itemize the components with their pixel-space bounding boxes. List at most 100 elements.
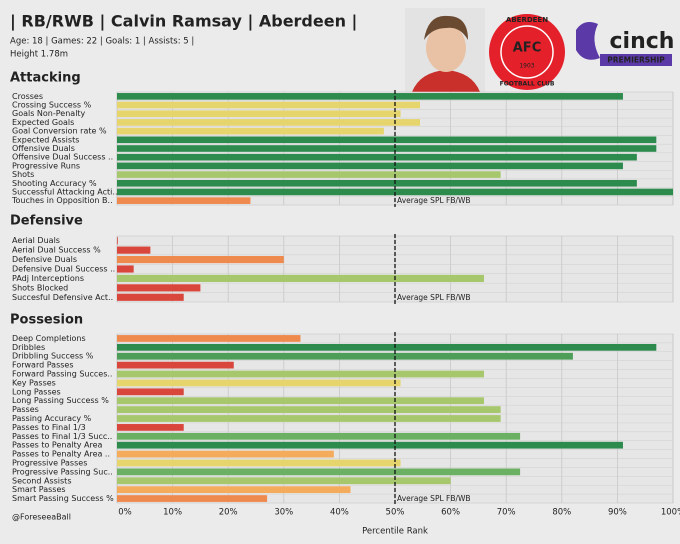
bar bbox=[117, 486, 351, 494]
bar bbox=[117, 343, 657, 351]
detail: Height 1.78m bbox=[10, 50, 68, 60]
bar bbox=[117, 274, 484, 283]
category-label: Crosses bbox=[12, 92, 43, 101]
bar bbox=[117, 162, 623, 170]
category-label: Smart Passes bbox=[12, 485, 66, 494]
bar bbox=[117, 406, 501, 413]
category-label: Shots bbox=[12, 170, 34, 179]
bar bbox=[117, 450, 334, 458]
club-initials: AFC bbox=[513, 41, 541, 56]
bar bbox=[117, 119, 421, 126]
bar bbox=[117, 293, 184, 301]
bar bbox=[117, 197, 251, 204]
club-sub: FOOTBALL CLUB bbox=[500, 81, 555, 88]
category-label: Dribbling Success % bbox=[12, 352, 94, 361]
bar bbox=[117, 361, 234, 369]
category-label: Key Passes bbox=[12, 378, 56, 387]
bar bbox=[117, 495, 268, 502]
bar bbox=[117, 153, 637, 161]
category-label: Defensive Dual Success .. bbox=[12, 265, 115, 274]
category-label: Passing Accuracy % bbox=[12, 414, 92, 423]
category-label: Passes to Penalty Area .. bbox=[12, 450, 110, 459]
title: | RB/RWB | Calvin Ramsay | Aberdeen | bbox=[10, 12, 357, 32]
category-label: Touches in Opposition B.. bbox=[11, 196, 113, 205]
x-tick-label: 30% bbox=[274, 508, 293, 518]
x-tick-label: 90% bbox=[608, 508, 627, 518]
category-label: Expected Assists bbox=[12, 135, 79, 144]
x-tick-label: 80% bbox=[552, 508, 571, 518]
category-label: Passes bbox=[12, 405, 39, 414]
category-label: Progressive Passing Suc.. bbox=[12, 467, 113, 476]
category-label: Goals Non-Penalty bbox=[12, 109, 86, 118]
category-label: Forward Passing Succes.. bbox=[12, 370, 112, 379]
category-label: Successful Attacking Acti.. bbox=[12, 187, 117, 196]
bar bbox=[117, 432, 521, 440]
reference-label: Average SPL FB/WB bbox=[397, 494, 471, 503]
credit: @ForeseeaBall bbox=[12, 513, 71, 522]
category-label: Passes to Final 1/3 Succ.. bbox=[12, 432, 112, 441]
reference-label: Average SPL FB/WB bbox=[397, 293, 471, 302]
category-label: Progressive Runs bbox=[12, 161, 80, 170]
bar bbox=[117, 246, 151, 254]
panel-title: Possesion bbox=[10, 313, 83, 328]
category-label: Dribbles bbox=[12, 343, 45, 352]
club-logo: ABERDEEN FOOTBALL CLUB AFC 1903 bbox=[489, 14, 565, 90]
category-label: Crossing Success % bbox=[12, 101, 92, 110]
category-label: Aerial Dual Success % bbox=[12, 246, 101, 255]
category-label: Forward Passes bbox=[12, 361, 74, 370]
league-name: cinch bbox=[610, 29, 675, 54]
league-logo: cinch PREMIERSHIP bbox=[576, 22, 674, 66]
bar bbox=[117, 415, 501, 422]
category-label: Offensive Dual Success .. bbox=[12, 153, 113, 162]
bar bbox=[117, 101, 421, 109]
category-label: Second Assists bbox=[12, 476, 72, 485]
category-label: Shots Blocked bbox=[12, 283, 68, 292]
bar bbox=[117, 370, 484, 378]
bar bbox=[117, 188, 673, 196]
x-tick-label: 40% bbox=[330, 508, 349, 518]
bar bbox=[117, 171, 501, 178]
bar bbox=[117, 179, 637, 187]
bar bbox=[117, 397, 484, 405]
bar bbox=[117, 93, 623, 100]
x-axis-label: Percentile Rank bbox=[362, 527, 428, 537]
reference-label: Average SPL FB/WB bbox=[397, 196, 471, 205]
category-label: Shooting Accuracy % bbox=[12, 179, 97, 188]
panel-title: Attacking bbox=[10, 71, 81, 86]
category-label: Goal Conversion rate % bbox=[12, 127, 107, 136]
bar bbox=[117, 477, 451, 485]
category-label: Progressive Passes bbox=[12, 458, 87, 467]
x-tick-label: 60% bbox=[441, 508, 460, 518]
x-tick-label: 10% bbox=[163, 508, 182, 518]
category-label: Passes to Final 1/3 bbox=[12, 423, 86, 432]
bar bbox=[117, 136, 657, 144]
bar bbox=[117, 265, 134, 273]
bar bbox=[117, 352, 573, 360]
category-label: Passes to Penalty Area bbox=[12, 441, 102, 450]
x-tick-label: 50% bbox=[386, 508, 405, 518]
x-tick-label: 0% bbox=[118, 508, 132, 518]
league-sub: PREMIERSHIP bbox=[607, 56, 665, 65]
category-label: Aerial Duals bbox=[12, 236, 60, 245]
bar bbox=[117, 284, 201, 292]
bar bbox=[117, 441, 623, 449]
bar bbox=[117, 459, 401, 467]
club-name: ABERDEEN bbox=[506, 16, 548, 24]
category-label: Expected Goals bbox=[12, 118, 74, 127]
bar bbox=[117, 237, 118, 245]
bar bbox=[117, 379, 401, 387]
bar bbox=[117, 145, 657, 152]
bar bbox=[117, 110, 401, 118]
bar bbox=[117, 255, 284, 264]
x-tick-label: 70% bbox=[497, 508, 516, 518]
x-tick-label: 20% bbox=[219, 508, 238, 518]
subtitle: Age: 18 | Games: 22 | Goals: 1 | Assists… bbox=[10, 37, 194, 47]
category-label: Smart Passing Success % bbox=[12, 494, 114, 503]
category-label: Long Passing Success % bbox=[12, 396, 109, 405]
category-label: Long Passes bbox=[12, 387, 61, 396]
category-label: Succesful Defensive Act.. bbox=[12, 293, 113, 302]
category-label: Defensive Duals bbox=[12, 255, 77, 264]
bar bbox=[117, 424, 184, 431]
panel-title: Defensive bbox=[10, 214, 83, 229]
